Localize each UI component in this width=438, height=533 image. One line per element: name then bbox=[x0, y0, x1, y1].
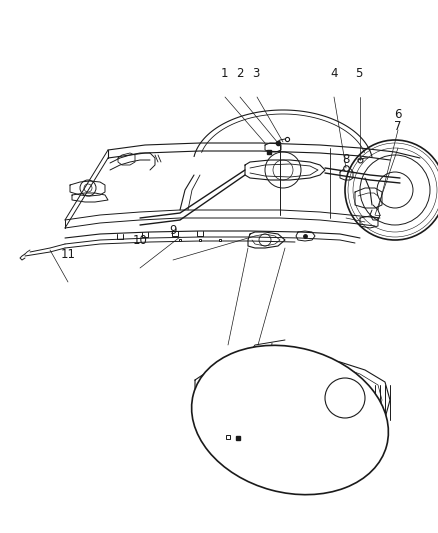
Text: 2: 2 bbox=[236, 67, 244, 80]
Text: 11: 11 bbox=[60, 248, 75, 261]
Text: 9: 9 bbox=[169, 224, 177, 237]
Ellipse shape bbox=[191, 345, 389, 495]
Text: 7: 7 bbox=[394, 120, 402, 133]
Text: 4: 4 bbox=[330, 67, 338, 80]
Text: 3: 3 bbox=[253, 67, 260, 80]
Text: 1: 1 bbox=[220, 67, 228, 80]
Text: 8: 8 bbox=[343, 154, 350, 166]
Text: 5: 5 bbox=[356, 67, 363, 80]
Text: 10: 10 bbox=[133, 235, 148, 247]
Text: 6: 6 bbox=[394, 108, 402, 121]
